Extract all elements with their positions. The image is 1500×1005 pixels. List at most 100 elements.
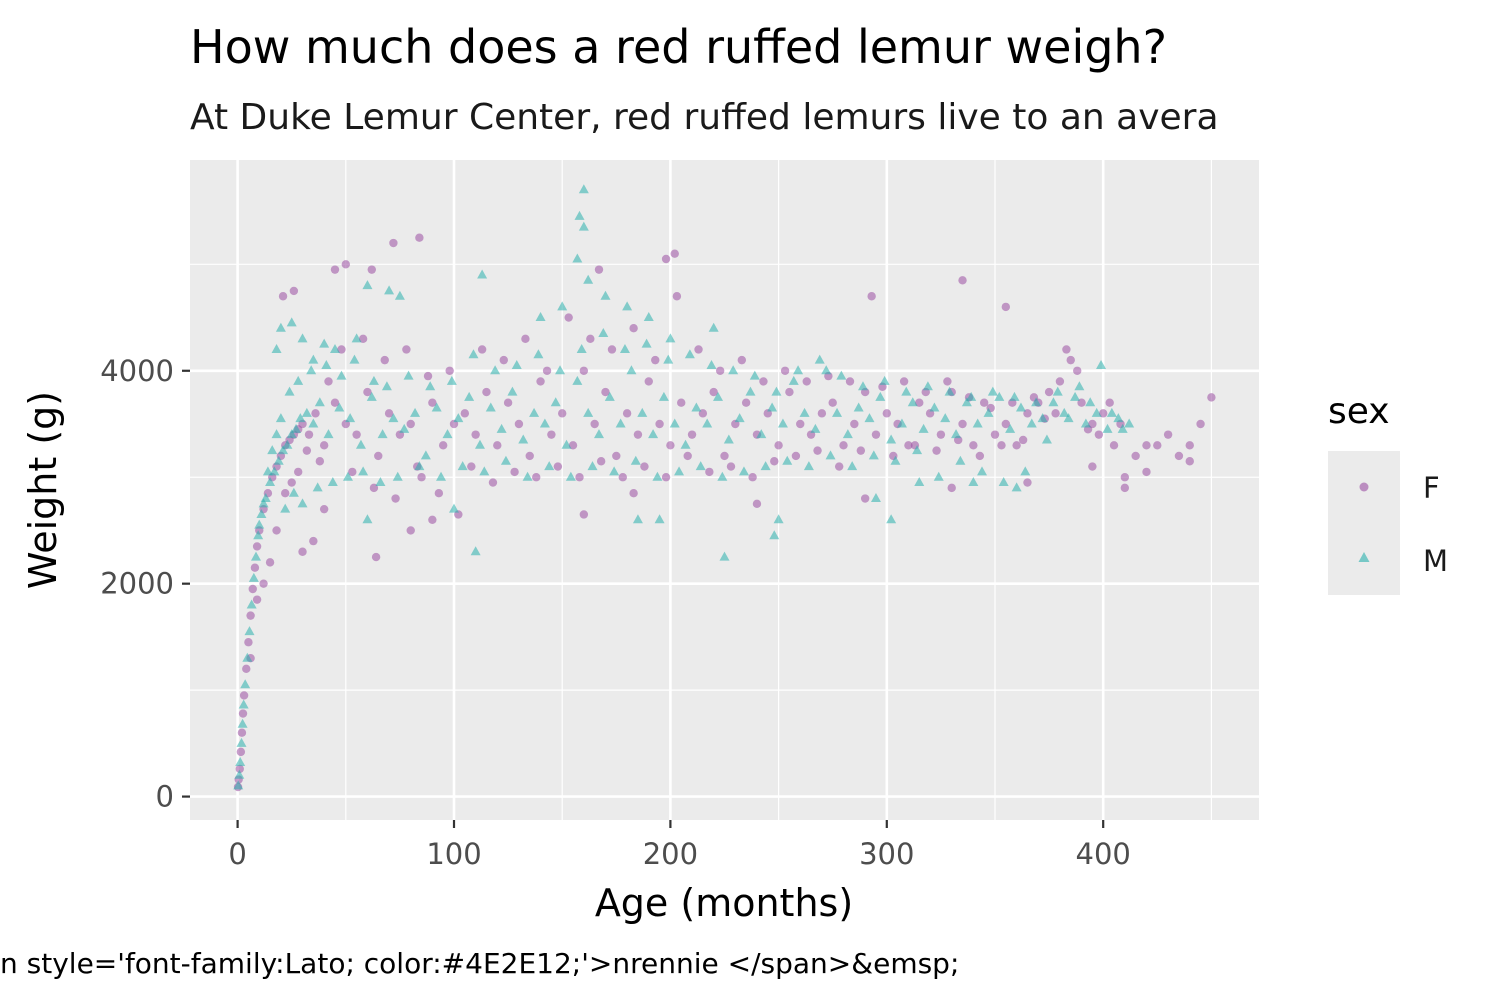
point-f-175 [618,473,627,482]
point-m-210 [933,471,944,481]
point-m-206 [890,455,901,465]
point-f-68 [774,441,783,450]
point-m-18 [278,445,289,455]
point-f-219 [1105,398,1114,407]
point-f-9 [246,611,255,620]
point-f-121 [1001,302,1011,312]
point-f-85 [958,419,967,429]
point-f-130 [629,488,638,498]
point-m-211 [944,386,955,396]
point-m-131 [449,503,460,513]
point-f-131 [752,499,762,509]
point-m-24 [308,418,319,428]
point-f-142 [265,558,275,567]
point-m-164 [436,471,447,481]
point-f-192 [802,377,811,386]
point-f-115 [415,233,424,242]
y-tick-label-0: 0 [156,780,174,814]
point-m-48 [561,439,572,449]
point-f-211 [1018,435,1028,445]
point-f-89 [1001,419,1011,429]
point-f-83 [936,430,946,439]
point-f-119 [958,276,967,285]
point-m-38 [453,413,464,423]
point-m-179 [598,328,609,338]
point-m-101 [578,184,589,194]
point-m-130 [654,514,665,524]
point-f-179 [661,473,671,482]
point-m-111 [275,322,286,332]
point-f-149 [324,377,333,386]
legend: sex F M [1328,391,1448,595]
point-f-137 [1142,467,1151,477]
point-f-112 [341,260,351,269]
point-f-95 [1066,355,1075,365]
point-f-94 [1055,377,1065,386]
point-m-91 [1026,418,1037,428]
point-m-51 [593,429,604,439]
point-f-120 [867,292,876,301]
point-m-168 [479,466,490,476]
point-f-196 [845,377,855,386]
point-f-154 [380,355,389,365]
point-f-47 [547,430,556,439]
point-f-105 [1174,451,1184,461]
point-m-5 [238,699,249,709]
point-f-93 [1044,387,1054,397]
point-f-136 [1120,483,1130,493]
point-f-134 [1023,478,1032,487]
point-m-193 [749,370,760,380]
point-m-46 [539,418,550,428]
point-f-181 [683,451,692,461]
point-m-163 [425,381,436,391]
series-f [233,233,1216,792]
chart-title: How much does a red ruffed lemur weigh? [190,20,1167,74]
point-f-55 [633,430,643,439]
point-m-158 [375,477,386,487]
point-f-148 [315,457,325,466]
point-f-52 [601,387,610,397]
point-f-6 [239,691,249,700]
point-f-159 [434,488,444,498]
point-m-209 [922,381,933,391]
point-f-146 [293,467,303,477]
point-m-108 [384,285,395,295]
point-m-95 [1070,391,1081,401]
point-f-197 [856,446,866,455]
point-m-191 [728,365,739,375]
point-f-31 [374,451,383,461]
point-f-204 [943,377,952,386]
point-m-21 [291,423,302,433]
point-m-224 [1085,397,1096,407]
point-m-37 [442,429,453,439]
point-m-221 [1052,386,1063,396]
point-f-24 [304,430,314,439]
point-f-144 [281,488,290,498]
point-m-187 [684,349,695,359]
point-f-158 [423,371,433,381]
point-m-77 [875,391,886,401]
point-m-9 [246,599,257,609]
point-m-3 [236,737,247,747]
point-f-127 [428,515,437,525]
point-f-70 [796,419,805,429]
point-m-220 [1041,434,1052,444]
point-m-127 [769,530,780,540]
point-m-90 [1015,402,1026,412]
point-f-27 [330,398,340,407]
point-m-39 [464,391,475,401]
point-f-10 [248,584,257,594]
point-m-104 [572,253,583,263]
point-m-25 [314,397,325,407]
point-f-63 [720,451,729,461]
point-f-114 [389,238,398,248]
point-m-208 [912,445,923,455]
point-f-78 [882,409,891,418]
point-f-200 [899,377,909,386]
point-m-65 [745,386,756,396]
point-f-2 [235,764,244,774]
point-m-177 [576,343,587,353]
point-f-188 [759,377,768,386]
point-f-140 [252,595,262,604]
point-f-161 [467,462,476,471]
